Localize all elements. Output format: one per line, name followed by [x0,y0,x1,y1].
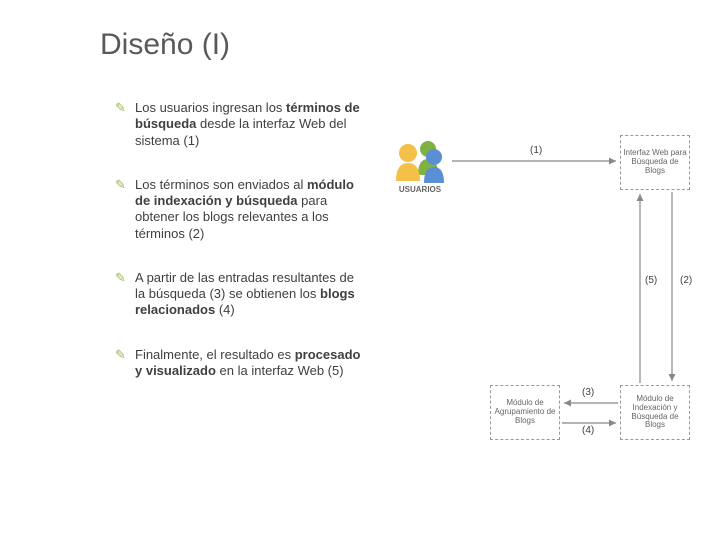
bullet-text: (4) [215,302,235,317]
arrow-label-1: (1) [530,145,542,156]
diagram-arrows [390,125,700,455]
bullet-item: A partir de las entradas resultantes de … [115,270,365,319]
slide: Diseño (I) Los usuarios ingresan los tér… [0,0,720,540]
arrow-label-2: (2) [680,275,692,286]
bullet-text: en la interfaz Web (5) [216,363,344,378]
bullet-text: Los términos son enviados al [135,177,307,192]
diagram: USUARIOS Interfaz Web para Búsqueda de B… [390,125,700,455]
bullet-item: Los términos son enviados al módulo de i… [115,177,365,242]
arrow-label-5: (5) [645,275,657,286]
bullet-item: Los usuarios ingresan los términos de bú… [115,100,365,149]
arrow-label-3: (3) [582,387,594,398]
slide-title: Diseño (I) [100,28,230,62]
arrow-label-4: (4) [582,425,594,436]
bullet-text: Los usuarios ingresan los [135,100,286,115]
bullet-text: Finalmente, el resultado es [135,347,295,362]
bullet-list: Los usuarios ingresan los términos de bú… [115,100,365,407]
bullet-item: Finalmente, el resultado es procesado y … [115,347,365,380]
